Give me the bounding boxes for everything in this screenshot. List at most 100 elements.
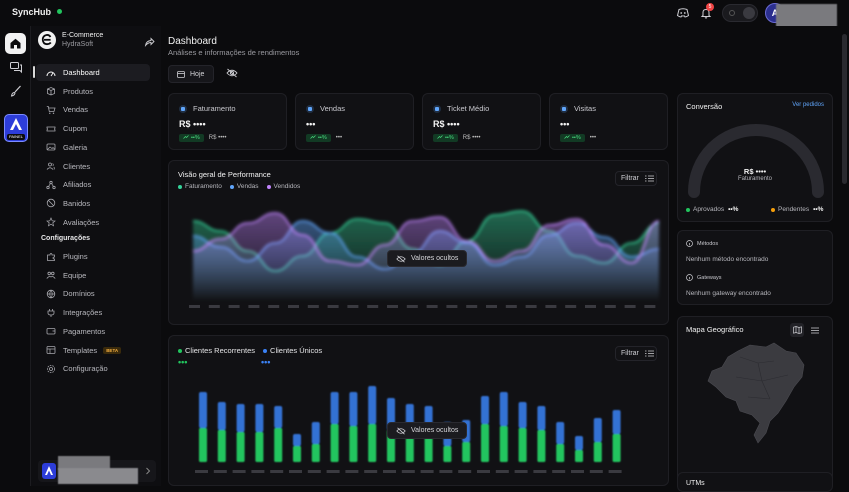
bar-unique [481,396,489,424]
clients-recurring-title: Clientes Recorrentes [185,346,256,355]
page-scrollbar[interactable] [840,26,849,486]
ban-icon [46,199,56,208]
kpi-trend-badge: ••% [433,134,458,142]
kpi-icon [433,104,441,113]
info-icon [686,240,693,247]
performance-line-2 [192,212,660,266]
kpi-title: Ticket Médio [433,104,489,113]
map-view-icon[interactable] [790,323,804,337]
x-tick-label [307,470,321,473]
sidebar-item-dominios[interactable]: Domínios [36,285,150,302]
sidebar-item-configuracao[interactable]: Configuração [36,360,150,377]
kpi-icon [179,104,187,113]
filter-icon [644,175,654,182]
sidebar-item-label: Domínios [63,289,95,299]
sidebar-item-equipe[interactable]: Equipe [36,267,150,284]
store-logo-icon [38,31,56,49]
kpi-card: Vendas ••• ••% ••• [295,93,414,150]
home-icon [10,38,21,49]
eye-off-icon[interactable] [226,68,238,80]
account-switcher[interactable] [38,456,156,484]
calendar-icon [177,71,185,78]
bar-unique [349,392,358,426]
bar-recurring [462,442,471,462]
share-icon[interactable] [144,36,155,49]
sidebar-item-avaliacoes[interactable]: Avaliações [36,214,150,231]
trend-up-icon [437,135,443,139]
plug-icon [47,308,55,317]
x-tick-label [387,305,398,308]
bar-recurring [612,434,621,462]
moon-icon [743,7,755,19]
kpi-icon [306,104,314,113]
x-tick-label [466,305,478,308]
x-tick-label [477,470,490,473]
sidebar-item-produtos[interactable]: Produtos [36,83,150,100]
performance-filter-button[interactable]: Filtrar [615,171,657,186]
sidebar-item-clientes[interactable]: Clientes [36,158,150,175]
clients-hidden-label: Valores ocultos [411,427,459,434]
kpi-footer: ••% ••• [560,134,596,142]
performance-filter-label: Filtrar [621,175,639,182]
x-tick-label [458,470,472,473]
x-tick-label [327,305,339,308]
x-tick-label [589,470,603,473]
sidebar-item-pagamentos[interactable]: Pagamentos [36,323,150,340]
sidebar-item-label: Avaliações [63,217,100,227]
sidebar-item-banidos[interactable]: Banidos [36,195,150,212]
template-icon [46,346,56,354]
scrollbar-thumb[interactable] [842,34,847,184]
kpi-subvalue: R$ •••• [462,135,481,141]
bar-recurring [293,446,301,462]
top-bar: SyncHub 5 A [0,0,849,27]
x-tick-label [533,470,547,473]
methods-empty: Nenhum método encontrado [686,256,769,263]
x-tick-label [608,470,622,473]
trend-up-icon [183,135,189,139]
sidebar-item-integracoes[interactable]: Integrações [36,304,150,321]
sidebar-item-templates[interactable]: Templates BETA [36,342,150,359]
date-range-button[interactable]: Hoje [168,65,214,83]
store-app-logo-icon [10,118,22,130]
view-orders-link[interactable]: Ver pedidos [792,102,824,108]
kpi-card: Ticket Médio R$ •••• ••% R$ •••• [422,93,541,150]
sidebar-item-vendas[interactable]: Vendas [36,101,150,118]
sidebar-item-plugins[interactable]: Plugins [36,248,150,265]
conversion-title: Conversão [686,102,723,111]
list-view-icon[interactable] [808,323,822,337]
conversion-value: R$ •••• [743,167,767,176]
legend-item: Faturamento [178,183,222,190]
eye-off-icon [396,427,406,434]
bar-unique [236,404,245,432]
performance-hidden-label: Valores ocultos [411,255,459,262]
x-tick-label [514,470,528,473]
x-tick-label [307,305,319,308]
sidebar-item-dashboard[interactable]: Dashboard [36,64,150,81]
discord-icon[interactable] [676,6,690,20]
bar-unique [311,422,320,444]
clients-hidden-values[interactable]: Valores ocultos [387,422,468,439]
theme-toggle[interactable] [722,4,758,22]
chat-icon[interactable] [9,60,23,74]
x-tick-label [545,305,557,308]
brush-icon[interactable] [9,84,23,98]
puzzle-icon [47,252,55,261]
sidebar-item-afiliados[interactable]: Afiliados [36,176,150,193]
x-tick-label [426,305,438,308]
kpi-footer: ••% R$ •••• [433,134,481,142]
store-app-button[interactable]: PAINEL [4,114,28,142]
sidebar-item-cupom[interactable]: Cupom [36,120,150,137]
gear-icon [47,364,55,373]
x-tick-label [270,470,284,473]
x-tick-label [401,470,415,473]
x-tick-label [248,305,260,308]
methods-card: Métodos Nenhum método encontrado Gateway… [677,230,833,305]
home-button[interactable] [5,33,26,54]
performance-hidden-values[interactable]: Valores ocultos [387,250,468,267]
kpi-value: R$ •••• [433,119,460,129]
x-tick-label [420,470,434,473]
sidebar-item-galeria[interactable]: Galeria [36,139,150,156]
map-card: Mapa Geográfico [677,316,833,486]
clients-filter-button[interactable]: Filtrar [615,346,657,361]
active-indicator [33,66,35,78]
